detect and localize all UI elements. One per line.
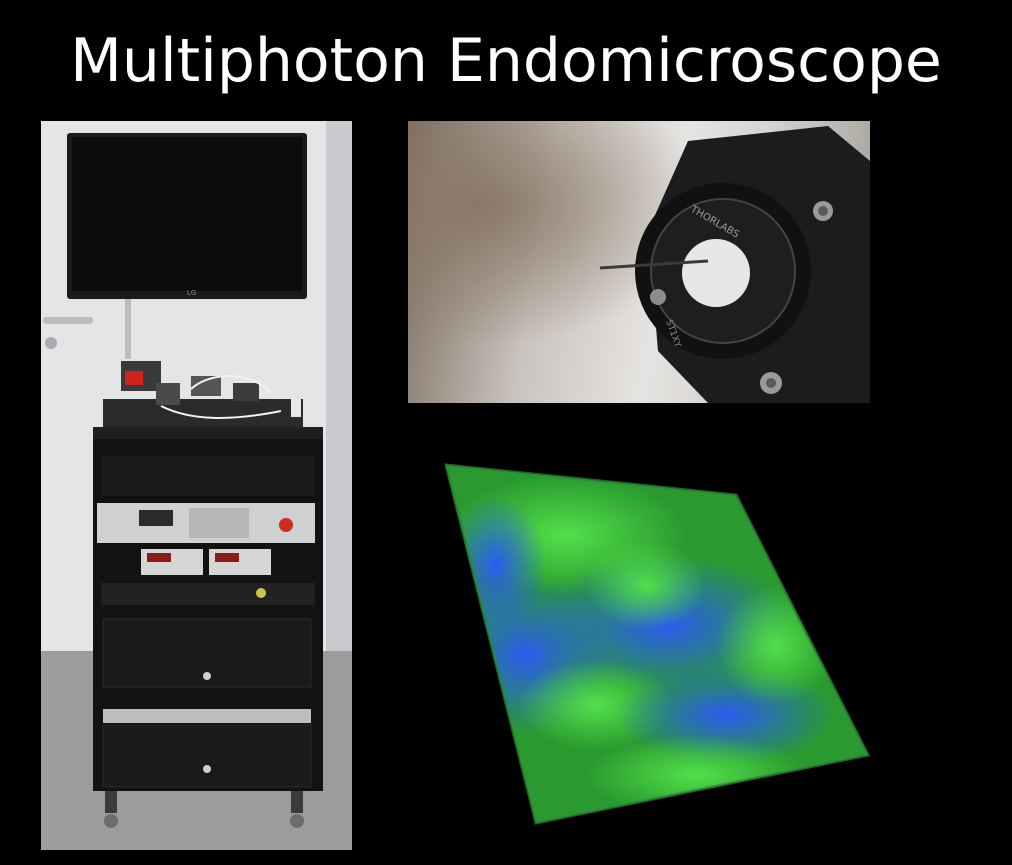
monitor-logo: LG <box>187 289 196 297</box>
3d-tissue-volume-render <box>436 455 872 825</box>
fiber-probe-closeup-photo: THORLABS ST1XY <box>408 121 870 403</box>
page-title: Multiphoton Endomicroscope <box>70 26 942 96</box>
endomicroscope-cart-photo: LG <box>41 121 352 850</box>
